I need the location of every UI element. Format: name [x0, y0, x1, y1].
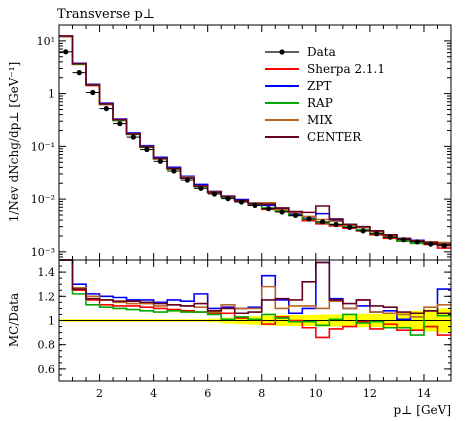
ratio-y-tick-label: 0.6: [38, 363, 56, 376]
legend: Data Sherpa 2.1.1 ZPT RAP MIX CENTER: [265, 45, 385, 144]
data-point: [157, 158, 163, 164]
data-point: [441, 243, 447, 249]
ratio-y-tick-label: 0.8: [38, 339, 56, 352]
data-point: [292, 212, 299, 219]
legend-entry-data: Data: [265, 45, 336, 59]
main-y-tick-label: 10¹: [37, 35, 55, 48]
data-points-group: [59, 49, 451, 249]
data-point: [238, 199, 245, 205]
data-point: [144, 146, 150, 153]
legend-entry-1: Sherpa 2.1.1: [265, 62, 385, 76]
legend-entry-3: RAP: [265, 96, 333, 110]
legend-entry-4: MIX: [265, 113, 333, 127]
main-y-tick-label: 1: [48, 88, 55, 101]
x-tick-label: 6: [204, 387, 211, 400]
main-y-tick-label: 10⁻³: [31, 246, 55, 259]
ratio-series-line-5: [59, 259, 451, 315]
chart-title: Transverse p⊥: [57, 7, 155, 22]
x-axis-label: p⊥ [GeV]: [394, 403, 452, 417]
x-tick-label: 14: [417, 387, 431, 400]
data-point: [265, 206, 272, 212]
ratio-y-tick-label: 1: [48, 315, 55, 328]
legend-entry-5: CENTER: [265, 130, 362, 144]
data-point: [374, 231, 380, 237]
x-tick-label: 10: [309, 387, 323, 400]
data-point: [387, 234, 393, 240]
main-ticks-group: 10⁻³ 10⁻² 10⁻¹ 1 10¹: [31, 24, 452, 261]
data-point: [360, 228, 366, 234]
ratio-y-tick-label: 1.4: [38, 266, 56, 279]
main-plot: 10⁻³ 10⁻² 10⁻¹ 1 10¹ Transverse p⊥ 1/Nev dNc…: [7, 7, 452, 261]
legend-label: CENTER: [307, 130, 362, 144]
data-point: [184, 177, 191, 183]
data-point: [401, 237, 407, 243]
main-y-tick-label: 10⁻²: [31, 193, 55, 206]
data-point: [319, 219, 326, 225]
ratio-y-tick-label: 1.2: [38, 290, 56, 303]
data-point: [90, 89, 96, 96]
data-point: [171, 168, 177, 174]
legend-label: Sherpa 2.1.1: [307, 62, 385, 76]
x-tick-label: 2: [96, 387, 103, 400]
data-point: [63, 49, 69, 55]
x-tick-label: 12: [363, 387, 377, 400]
x-tick-label: 8: [258, 387, 265, 400]
main-plot-frame: [59, 25, 451, 260]
legend-entry-2: ZPT: [265, 79, 331, 93]
data-point: [76, 70, 82, 76]
data-point: [103, 105, 109, 112]
ratio-plot: 0.6 0.8 1 1.2 1.4 2 4 6 8 10 12 14 MC/Data p⊥ [GeV]: [7, 259, 452, 417]
data-point: [279, 209, 285, 215]
data-point: [428, 241, 434, 247]
ratio-y-axis-label: MC/Data: [7, 293, 21, 347]
data-point: [198, 185, 204, 191]
ratio-series-line-3: [59, 259, 451, 336]
data-point: [333, 221, 339, 228]
data-point: [211, 191, 218, 197]
data-point: [414, 239, 420, 245]
data-point: [225, 196, 231, 202]
data-point: [306, 216, 312, 222]
legend-label: RAP: [307, 96, 333, 110]
main-y-axis-label: 1/Nev dNchg/dp⊥ [GeV⁻¹]: [7, 62, 21, 223]
main-y-tick-label: 10⁻¹: [31, 140, 55, 153]
x-tick-label: 4: [150, 387, 157, 400]
data-point: [130, 134, 136, 140]
legend-label: ZPT: [307, 79, 331, 93]
ratio-ticks-group: 0.6 0.8 1 1.2 1.4 2 4 6 8 10 12 14: [38, 260, 452, 400]
data-point: [347, 224, 353, 231]
data-point: [117, 121, 123, 127]
legend-label: MIX: [307, 113, 333, 127]
data-point: [252, 202, 258, 208]
legend-label-data: Data: [307, 45, 336, 59]
ratio-series-group: [59, 259, 451, 339]
legend-data-marker: [279, 49, 285, 55]
